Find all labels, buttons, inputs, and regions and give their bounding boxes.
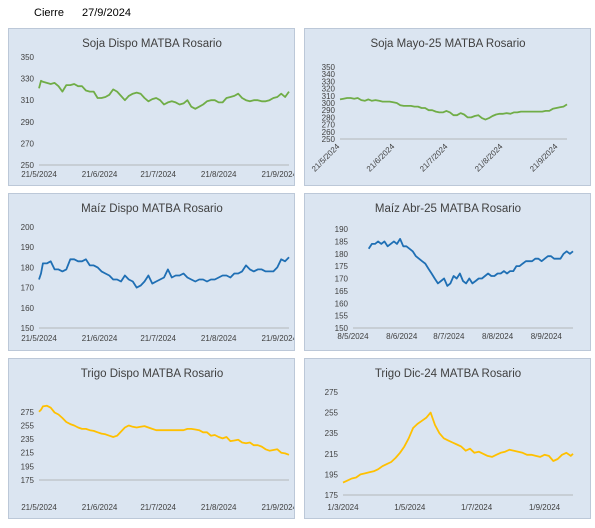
header-date: 27/9/2024: [82, 7, 131, 19]
chart-title: Trigo Dic-24 MATBA Rosario: [375, 368, 521, 380]
y-tick-label: 150: [21, 324, 35, 333]
y-tick-label: 170: [21, 284, 35, 293]
x-tick-label: 21/8/2024: [201, 170, 237, 179]
chart-svg: Maíz Dispo MATBA Rosario 150 160 170 180 190 2…: [21, 203, 294, 343]
y-tick-label: 200: [21, 223, 35, 232]
series-line: [38, 404, 290, 456]
x-tick-label: 21/8/2024: [201, 334, 237, 343]
chart-maiz-abr25: Maíz Abr-25 MATBA Rosario 150 155 160 165 170…: [304, 193, 591, 351]
header-label: Cierre: [34, 7, 64, 19]
y-tick-label: 250: [322, 135, 336, 144]
y-tick-label: 260: [322, 128, 336, 137]
y-tick-label: 180: [21, 263, 35, 272]
y-tick-label: 350: [322, 63, 336, 72]
y-tick-label: 275: [325, 388, 339, 397]
y-tick-label: 185: [335, 237, 349, 246]
y-tick-label: 175: [335, 262, 349, 271]
chart-trigo-dispo: Trigo Dispo MATBA Rosario 175 195 215 235 255…: [8, 358, 295, 519]
y-tick-label: 175: [21, 476, 35, 485]
chart-title: Trigo Dispo MATBA Rosario: [81, 368, 224, 380]
y-tick-label: 160: [335, 299, 349, 308]
x-tick-label: 1/5/2024: [394, 503, 426, 512]
x-tick-label: 21/9/2024: [261, 503, 294, 512]
y-tick-label: 290: [21, 118, 35, 127]
x-tick-label: 8/5/2024: [337, 332, 369, 341]
x-tick-label: 21/5/2024: [21, 334, 57, 343]
y-tick-label: 190: [335, 225, 349, 234]
y-tick-label: 320: [322, 85, 336, 94]
chart-title: Maíz Dispo MATBA Rosario: [81, 203, 223, 215]
y-tick-label: 310: [21, 96, 35, 105]
y-tick-label: 280: [322, 113, 336, 122]
series-line: [339, 97, 568, 121]
x-tick-label: 8/9/2024: [531, 332, 563, 341]
y-tick-label: 330: [21, 75, 35, 84]
chart-svg: Maíz Abr-25 MATBA Rosario 150 155 160 165 170…: [335, 203, 574, 341]
y-tick-label: 215: [21, 449, 35, 458]
y-tick-label: 300: [322, 99, 336, 108]
x-tick-label: 21/5/2024: [21, 503, 57, 512]
y-tick-label: 195: [21, 462, 35, 471]
chart-svg: Soja Mayo-25 MATBA Rosario 25026027028029…: [310, 38, 568, 174]
series-line: [342, 411, 574, 484]
chart-title: Soja Dispo MATBA Rosario: [82, 38, 222, 50]
chart-maiz-dispo: Maíz Dispo MATBA Rosario 150 160 170 180 190 2…: [8, 193, 295, 351]
y-tick-label: 250: [21, 161, 35, 170]
x-tick-label: 21/7/2024: [140, 334, 176, 343]
x-tick-label: 21/9/2024: [261, 170, 294, 179]
x-tick-label: 21/6/2024: [82, 503, 118, 512]
y-tick-label: 330: [322, 77, 336, 86]
y-tick-label: 150: [335, 324, 349, 333]
y-tick-label: 180: [335, 250, 349, 259]
x-tick-label: 1/3/2024: [327, 503, 359, 512]
y-tick-label: 255: [325, 409, 339, 418]
y-tick-label: 175: [325, 491, 339, 500]
y-tick-label: 195: [325, 470, 339, 479]
x-tick-label: 21/6/2024: [365, 142, 397, 174]
x-tick-label: 8/8/2024: [482, 332, 514, 341]
y-tick-label: 155: [335, 312, 349, 321]
y-tick-label: 190: [21, 243, 35, 252]
y-tick-label: 165: [335, 287, 349, 296]
chart-trigo-dic24: Trigo Dic-24 MATBA Rosario 175 195 215 235 25…: [304, 358, 591, 519]
y-tick-label: 270: [21, 139, 35, 148]
chart-soja-mayo25: Soja Mayo-25 MATBA Rosario 250 260 270 280 29…: [304, 28, 591, 186]
chart-svg: Trigo Dispo MATBA Rosario 175 195 215 235 255…: [21, 368, 294, 512]
y-tick-label: 350: [21, 53, 35, 62]
x-tick-label: 21/6/2024: [82, 334, 118, 343]
y-tick-label: 160: [21, 304, 35, 313]
chart-svg: Soja Dispo MATBA Rosario 250 270 290 310 330 3…: [21, 38, 294, 179]
y-tick-label: 235: [21, 435, 35, 444]
y-tick-label: 275: [21, 408, 35, 417]
y-tick-label: 290: [322, 106, 336, 115]
series-line: [38, 256, 290, 289]
y-tick-label: 170: [335, 275, 349, 284]
y-tick-label: 310: [322, 92, 336, 101]
x-tick-label: 21/8/2024: [201, 503, 237, 512]
chart-soja-dispo: Soja Dispo MATBA Rosario 250 270 290 310 330 3…: [8, 28, 295, 186]
x-tick-label: 21/7/2024: [140, 503, 176, 512]
y-tick-label: 215: [325, 450, 339, 459]
x-tick-label: 21/8/2024: [473, 142, 505, 174]
x-tick-label: 21/6/2024: [82, 170, 118, 179]
x-tick-label: 21/9/2024: [528, 142, 560, 174]
series-line: [38, 79, 290, 110]
x-tick-label: 21/9/2024: [261, 334, 294, 343]
x-tick-label: 1/9/2024: [529, 503, 561, 512]
chart-title: Maíz Abr-25 MATBA Rosario: [375, 203, 521, 215]
chart-title: Soja Mayo-25 MATBA Rosario: [370, 38, 525, 50]
x-tick-label: 21/7/2024: [140, 170, 176, 179]
y-tick-label: 340: [322, 70, 336, 79]
series-line: [367, 238, 574, 287]
x-tick-label: 21/5/2024: [310, 142, 342, 174]
chart-svg: Trigo Dic-24 MATBA Rosario 175 195 215 235 25…: [325, 368, 574, 512]
x-tick-label: 21/7/2024: [418, 142, 450, 174]
x-tick-label: 8/7/2024: [433, 332, 465, 341]
y-tick-label: 235: [325, 429, 339, 438]
x-tick-label: 21/5/2024: [21, 170, 57, 179]
y-tick-label: 255: [21, 421, 35, 430]
y-tick-label: 270: [322, 121, 336, 130]
x-tick-label: 1/7/2024: [461, 503, 493, 512]
x-tick-label: 8/6/2024: [386, 332, 418, 341]
